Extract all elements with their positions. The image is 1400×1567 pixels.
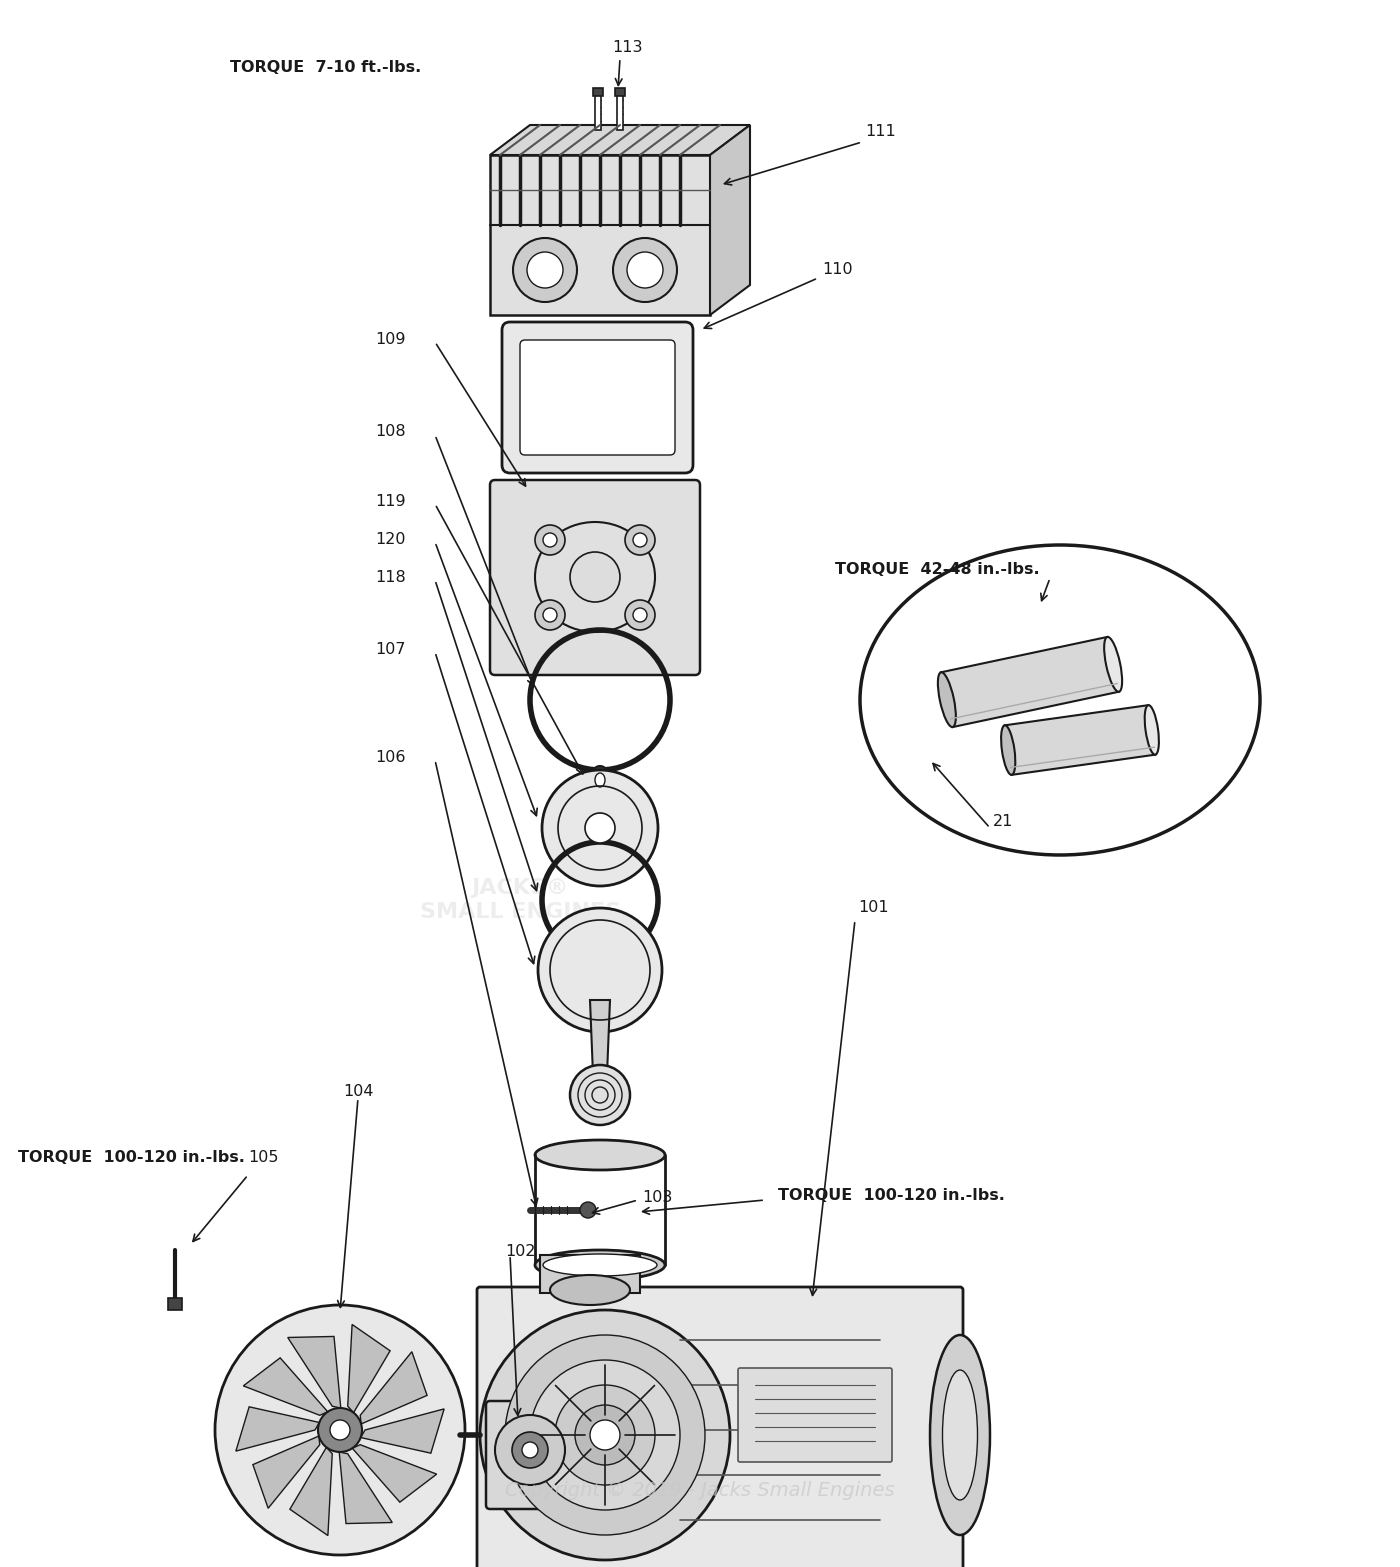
Ellipse shape <box>550 1276 630 1305</box>
Circle shape <box>580 1202 596 1218</box>
Text: 102: 102 <box>505 1244 535 1260</box>
Circle shape <box>585 813 615 843</box>
Circle shape <box>505 1335 706 1536</box>
Ellipse shape <box>1001 726 1015 774</box>
Text: 109: 109 <box>375 332 406 348</box>
Text: Copyright © 2019 - Jacks Small Engines: Copyright © 2019 - Jacks Small Engines <box>505 1481 895 1500</box>
Ellipse shape <box>543 1254 657 1276</box>
Circle shape <box>535 525 566 555</box>
Text: 21: 21 <box>993 815 1014 829</box>
Ellipse shape <box>1145 705 1159 755</box>
Ellipse shape <box>589 766 610 794</box>
Bar <box>595 96 601 130</box>
Text: 101: 101 <box>858 901 889 915</box>
Polygon shape <box>353 1445 437 1503</box>
Ellipse shape <box>535 1141 665 1171</box>
Circle shape <box>526 252 563 288</box>
Text: 118: 118 <box>375 570 406 586</box>
Text: TORQUE  42-48 in.-lbs.: TORQUE 42-48 in.-lbs. <box>834 563 1040 578</box>
Text: TORQUE  100-120 in.-lbs.: TORQUE 100-120 in.-lbs. <box>18 1150 245 1166</box>
Bar <box>540 1255 640 1293</box>
FancyBboxPatch shape <box>738 1368 892 1462</box>
Circle shape <box>613 238 678 302</box>
FancyBboxPatch shape <box>486 1401 574 1509</box>
Text: 107: 107 <box>375 642 406 658</box>
Circle shape <box>480 1310 729 1561</box>
Text: 104: 104 <box>343 1084 374 1100</box>
Polygon shape <box>1005 705 1155 774</box>
Circle shape <box>624 525 655 555</box>
Circle shape <box>216 1305 465 1554</box>
Circle shape <box>570 1066 630 1125</box>
Circle shape <box>627 252 664 288</box>
Circle shape <box>512 238 577 302</box>
Polygon shape <box>244 1359 328 1415</box>
Polygon shape <box>339 1453 392 1523</box>
Polygon shape <box>941 636 1119 727</box>
Bar <box>617 96 623 130</box>
Bar <box>168 1297 182 1310</box>
Bar <box>490 155 710 315</box>
Ellipse shape <box>535 1250 665 1280</box>
Circle shape <box>531 1360 680 1511</box>
Circle shape <box>535 600 566 630</box>
Polygon shape <box>710 125 750 315</box>
FancyBboxPatch shape <box>490 480 700 675</box>
Polygon shape <box>347 1324 391 1413</box>
Circle shape <box>542 769 658 885</box>
Ellipse shape <box>860 545 1260 856</box>
Text: TORQUE  7-10 ft.-lbs.: TORQUE 7-10 ft.-lbs. <box>230 61 421 75</box>
Text: JACKS®
SMALL ENGINES: JACKS® SMALL ENGINES <box>420 879 620 921</box>
Ellipse shape <box>930 1335 990 1536</box>
Polygon shape <box>288 1337 340 1409</box>
Polygon shape <box>235 1407 319 1451</box>
Text: 103: 103 <box>643 1189 672 1205</box>
Circle shape <box>543 533 557 547</box>
Circle shape <box>575 1406 636 1465</box>
Circle shape <box>633 608 647 622</box>
Circle shape <box>543 608 557 622</box>
Circle shape <box>554 1385 655 1486</box>
Polygon shape <box>490 125 750 155</box>
Circle shape <box>512 1432 547 1468</box>
Circle shape <box>330 1420 350 1440</box>
Ellipse shape <box>1105 636 1123 691</box>
Polygon shape <box>290 1448 332 1536</box>
Bar <box>615 88 624 96</box>
Text: 108: 108 <box>375 425 406 439</box>
Text: 110: 110 <box>822 263 853 277</box>
Text: 113: 113 <box>612 41 643 55</box>
FancyBboxPatch shape <box>519 340 675 454</box>
Text: 119: 119 <box>375 495 406 509</box>
FancyBboxPatch shape <box>477 1287 963 1567</box>
Polygon shape <box>360 1352 427 1424</box>
Circle shape <box>538 907 662 1033</box>
Text: 120: 120 <box>375 533 406 547</box>
Ellipse shape <box>938 672 956 727</box>
Polygon shape <box>589 1000 610 1075</box>
Text: 106: 106 <box>375 751 406 766</box>
Circle shape <box>570 552 620 602</box>
Circle shape <box>318 1409 363 1453</box>
Circle shape <box>624 600 655 630</box>
Circle shape <box>633 533 647 547</box>
Text: TORQUE  100-120 in.-lbs.: TORQUE 100-120 in.-lbs. <box>778 1188 1005 1202</box>
Bar <box>594 88 603 96</box>
Circle shape <box>496 1415 566 1486</box>
Circle shape <box>589 1420 620 1449</box>
Polygon shape <box>361 1409 444 1453</box>
Circle shape <box>522 1442 538 1457</box>
FancyBboxPatch shape <box>503 321 693 473</box>
Text: 111: 111 <box>865 124 896 139</box>
Polygon shape <box>253 1435 319 1509</box>
Text: 105: 105 <box>248 1150 279 1166</box>
Ellipse shape <box>942 1370 977 1500</box>
Ellipse shape <box>595 773 605 787</box>
